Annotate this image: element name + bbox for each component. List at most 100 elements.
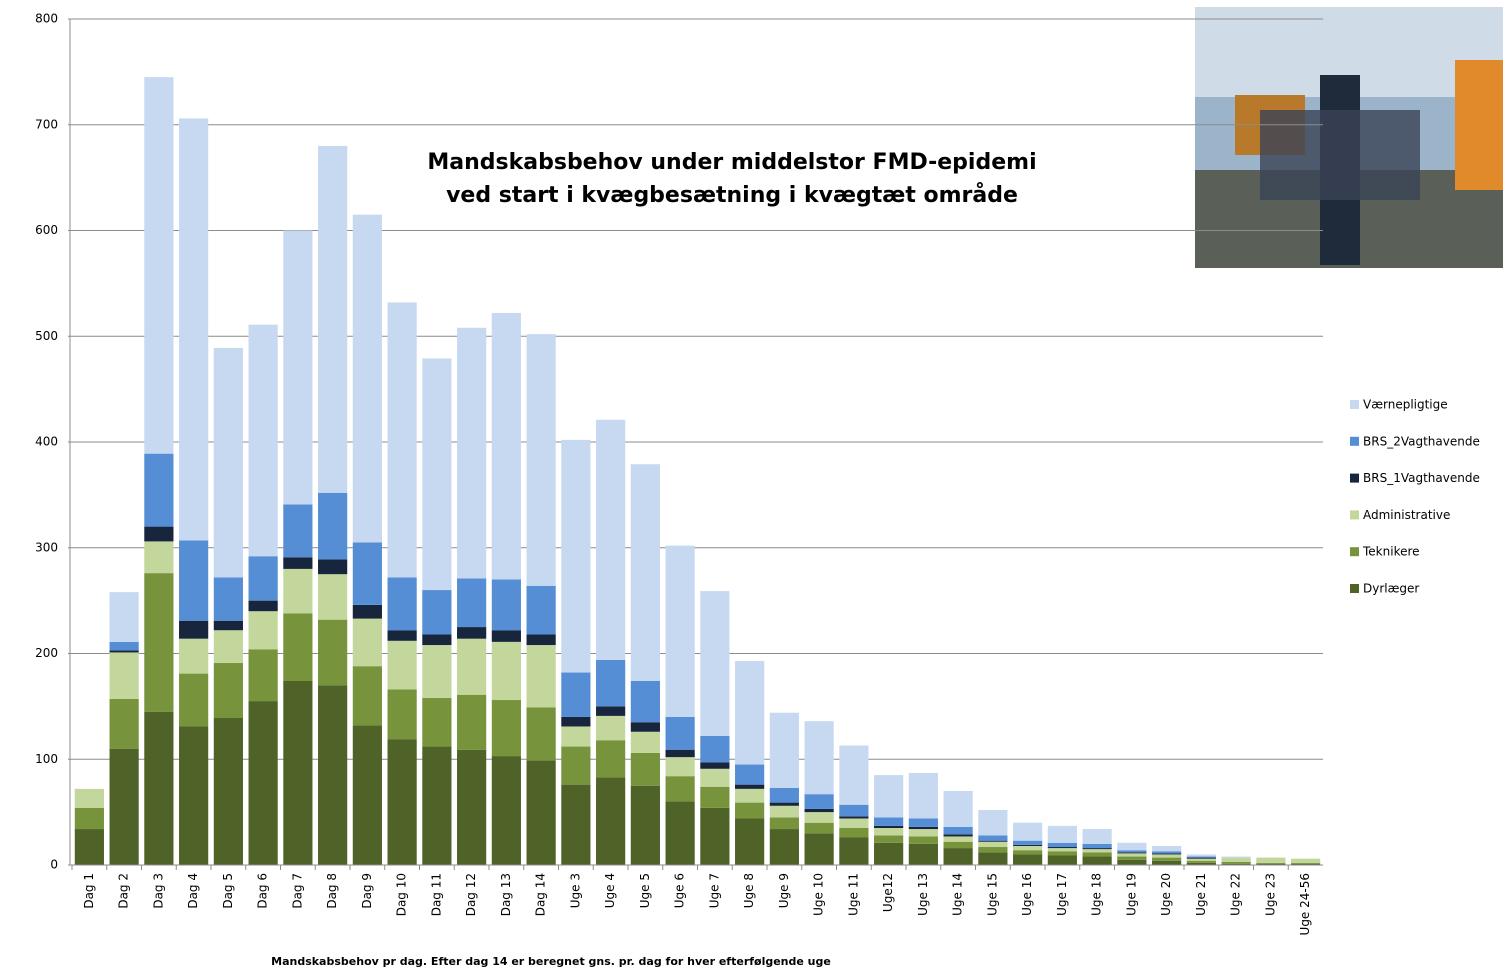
x-tick-label: Dag 13 bbox=[499, 873, 513, 916]
bar-segment bbox=[630, 464, 660, 681]
bar-segment bbox=[874, 835, 904, 843]
bar-segment bbox=[665, 776, 695, 802]
bar-segment bbox=[804, 822, 834, 834]
bar-segment bbox=[248, 701, 278, 865]
y-tick-label: 0 bbox=[50, 858, 58, 872]
bar-segment bbox=[1186, 860, 1216, 863]
bar-segment bbox=[1047, 842, 1077, 848]
bar-segment bbox=[874, 827, 904, 836]
y-tick-label: 100 bbox=[35, 752, 58, 766]
bar-segment bbox=[74, 788, 104, 808]
bar-segment bbox=[352, 725, 382, 865]
bar-segment bbox=[318, 559, 348, 575]
x-tick-label: Uge 11 bbox=[846, 873, 860, 916]
bar-segment bbox=[74, 829, 104, 865]
y-tick-label: 300 bbox=[35, 540, 58, 554]
bar-segment bbox=[978, 840, 1008, 842]
bar-segment bbox=[318, 619, 348, 686]
bar-segment bbox=[839, 818, 869, 828]
x-tick-label: Uge 13 bbox=[916, 873, 930, 916]
legend-swatch bbox=[1350, 547, 1359, 557]
bar-segment bbox=[109, 650, 139, 653]
x-axis-title: Mandskabsbehov pr dag. Efter dag 14 er b… bbox=[271, 955, 831, 968]
bar-segment bbox=[943, 826, 973, 835]
bar-segment bbox=[1186, 856, 1216, 858]
bar-segment bbox=[561, 784, 591, 865]
bar-segment bbox=[283, 568, 313, 614]
bar-segment bbox=[908, 843, 938, 865]
y-tick-label: 800 bbox=[35, 12, 58, 26]
legend-swatch bbox=[1350, 510, 1359, 520]
x-tick-label: Dag 14 bbox=[534, 873, 548, 916]
bar-segment bbox=[1082, 856, 1112, 865]
bar-segment bbox=[839, 816, 869, 819]
legend-swatch bbox=[1350, 436, 1359, 446]
bar-segment bbox=[526, 645, 556, 708]
bar-segment bbox=[179, 726, 209, 865]
bar-segment bbox=[769, 805, 799, 818]
bar-segment bbox=[109, 641, 139, 651]
bar-segment bbox=[630, 752, 660, 786]
legend-label: BRS_1Vagthavende bbox=[1363, 471, 1480, 485]
bar-segment bbox=[735, 764, 765, 785]
bar-segment bbox=[908, 836, 938, 844]
bar-segment bbox=[596, 740, 626, 778]
bar-segment bbox=[387, 640, 417, 690]
bar-segment bbox=[179, 673, 209, 727]
bar-segment bbox=[179, 638, 209, 674]
bar-segment bbox=[1013, 844, 1043, 846]
bar-segment bbox=[665, 757, 695, 777]
bar-segment bbox=[804, 794, 834, 809]
bar-segment bbox=[352, 542, 382, 605]
bar-segment bbox=[526, 760, 556, 865]
bar-segment bbox=[1013, 845, 1043, 851]
bar-segment bbox=[1186, 858, 1216, 861]
x-tick-label: Uge 18 bbox=[1090, 873, 1104, 916]
bar-segment bbox=[1047, 851, 1077, 856]
bar-segment bbox=[978, 847, 1008, 853]
bar-segment bbox=[283, 504, 313, 558]
bar-segment bbox=[422, 697, 452, 747]
bar-segment bbox=[491, 630, 521, 642]
bar-segment bbox=[1047, 855, 1077, 865]
bar-segment bbox=[457, 694, 487, 750]
bar-segment bbox=[1152, 860, 1182, 865]
bar-segment bbox=[144, 453, 174, 527]
bar-segment bbox=[1117, 853, 1147, 857]
bar-segment bbox=[596, 419, 626, 660]
y-tick-label: 600 bbox=[35, 223, 58, 237]
bar-segment bbox=[213, 620, 243, 631]
photo bbox=[1195, 7, 1503, 268]
legend-label: Administrative bbox=[1363, 508, 1450, 522]
bar-segment bbox=[630, 722, 660, 732]
bar-segment bbox=[1082, 848, 1112, 850]
bar-segment bbox=[422, 634, 452, 646]
legend-label: Teknikere bbox=[1362, 545, 1420, 559]
bar-segment bbox=[1186, 857, 1216, 859]
y-tick-label: 700 bbox=[35, 117, 58, 131]
bar-segment bbox=[352, 666, 382, 726]
x-tick-label: Uge 20 bbox=[1159, 873, 1173, 916]
bar-segment bbox=[179, 540, 209, 621]
bar-segment bbox=[1013, 840, 1043, 845]
x-tick-label: Dag 7 bbox=[290, 873, 304, 909]
bar-segment bbox=[422, 358, 452, 591]
bar-segment bbox=[1117, 852, 1147, 854]
bar-segment bbox=[283, 557, 313, 569]
bar-segment bbox=[422, 746, 452, 865]
bar-segment bbox=[213, 663, 243, 719]
legend-swatch bbox=[1350, 400, 1359, 409]
bar-segment bbox=[526, 585, 556, 635]
bar-segment bbox=[1082, 843, 1112, 849]
bar-segment bbox=[526, 634, 556, 646]
bar-segment bbox=[1186, 862, 1216, 865]
bar-segment bbox=[665, 716, 695, 750]
bar-segment bbox=[978, 810, 1008, 836]
bar-segment bbox=[943, 834, 973, 837]
bar-segment bbox=[109, 748, 139, 865]
bar-segment bbox=[248, 649, 278, 702]
x-tick-label: Uge 24-56 bbox=[1298, 873, 1312, 935]
bar-segment bbox=[630, 731, 660, 753]
bar-segment bbox=[561, 716, 591, 727]
